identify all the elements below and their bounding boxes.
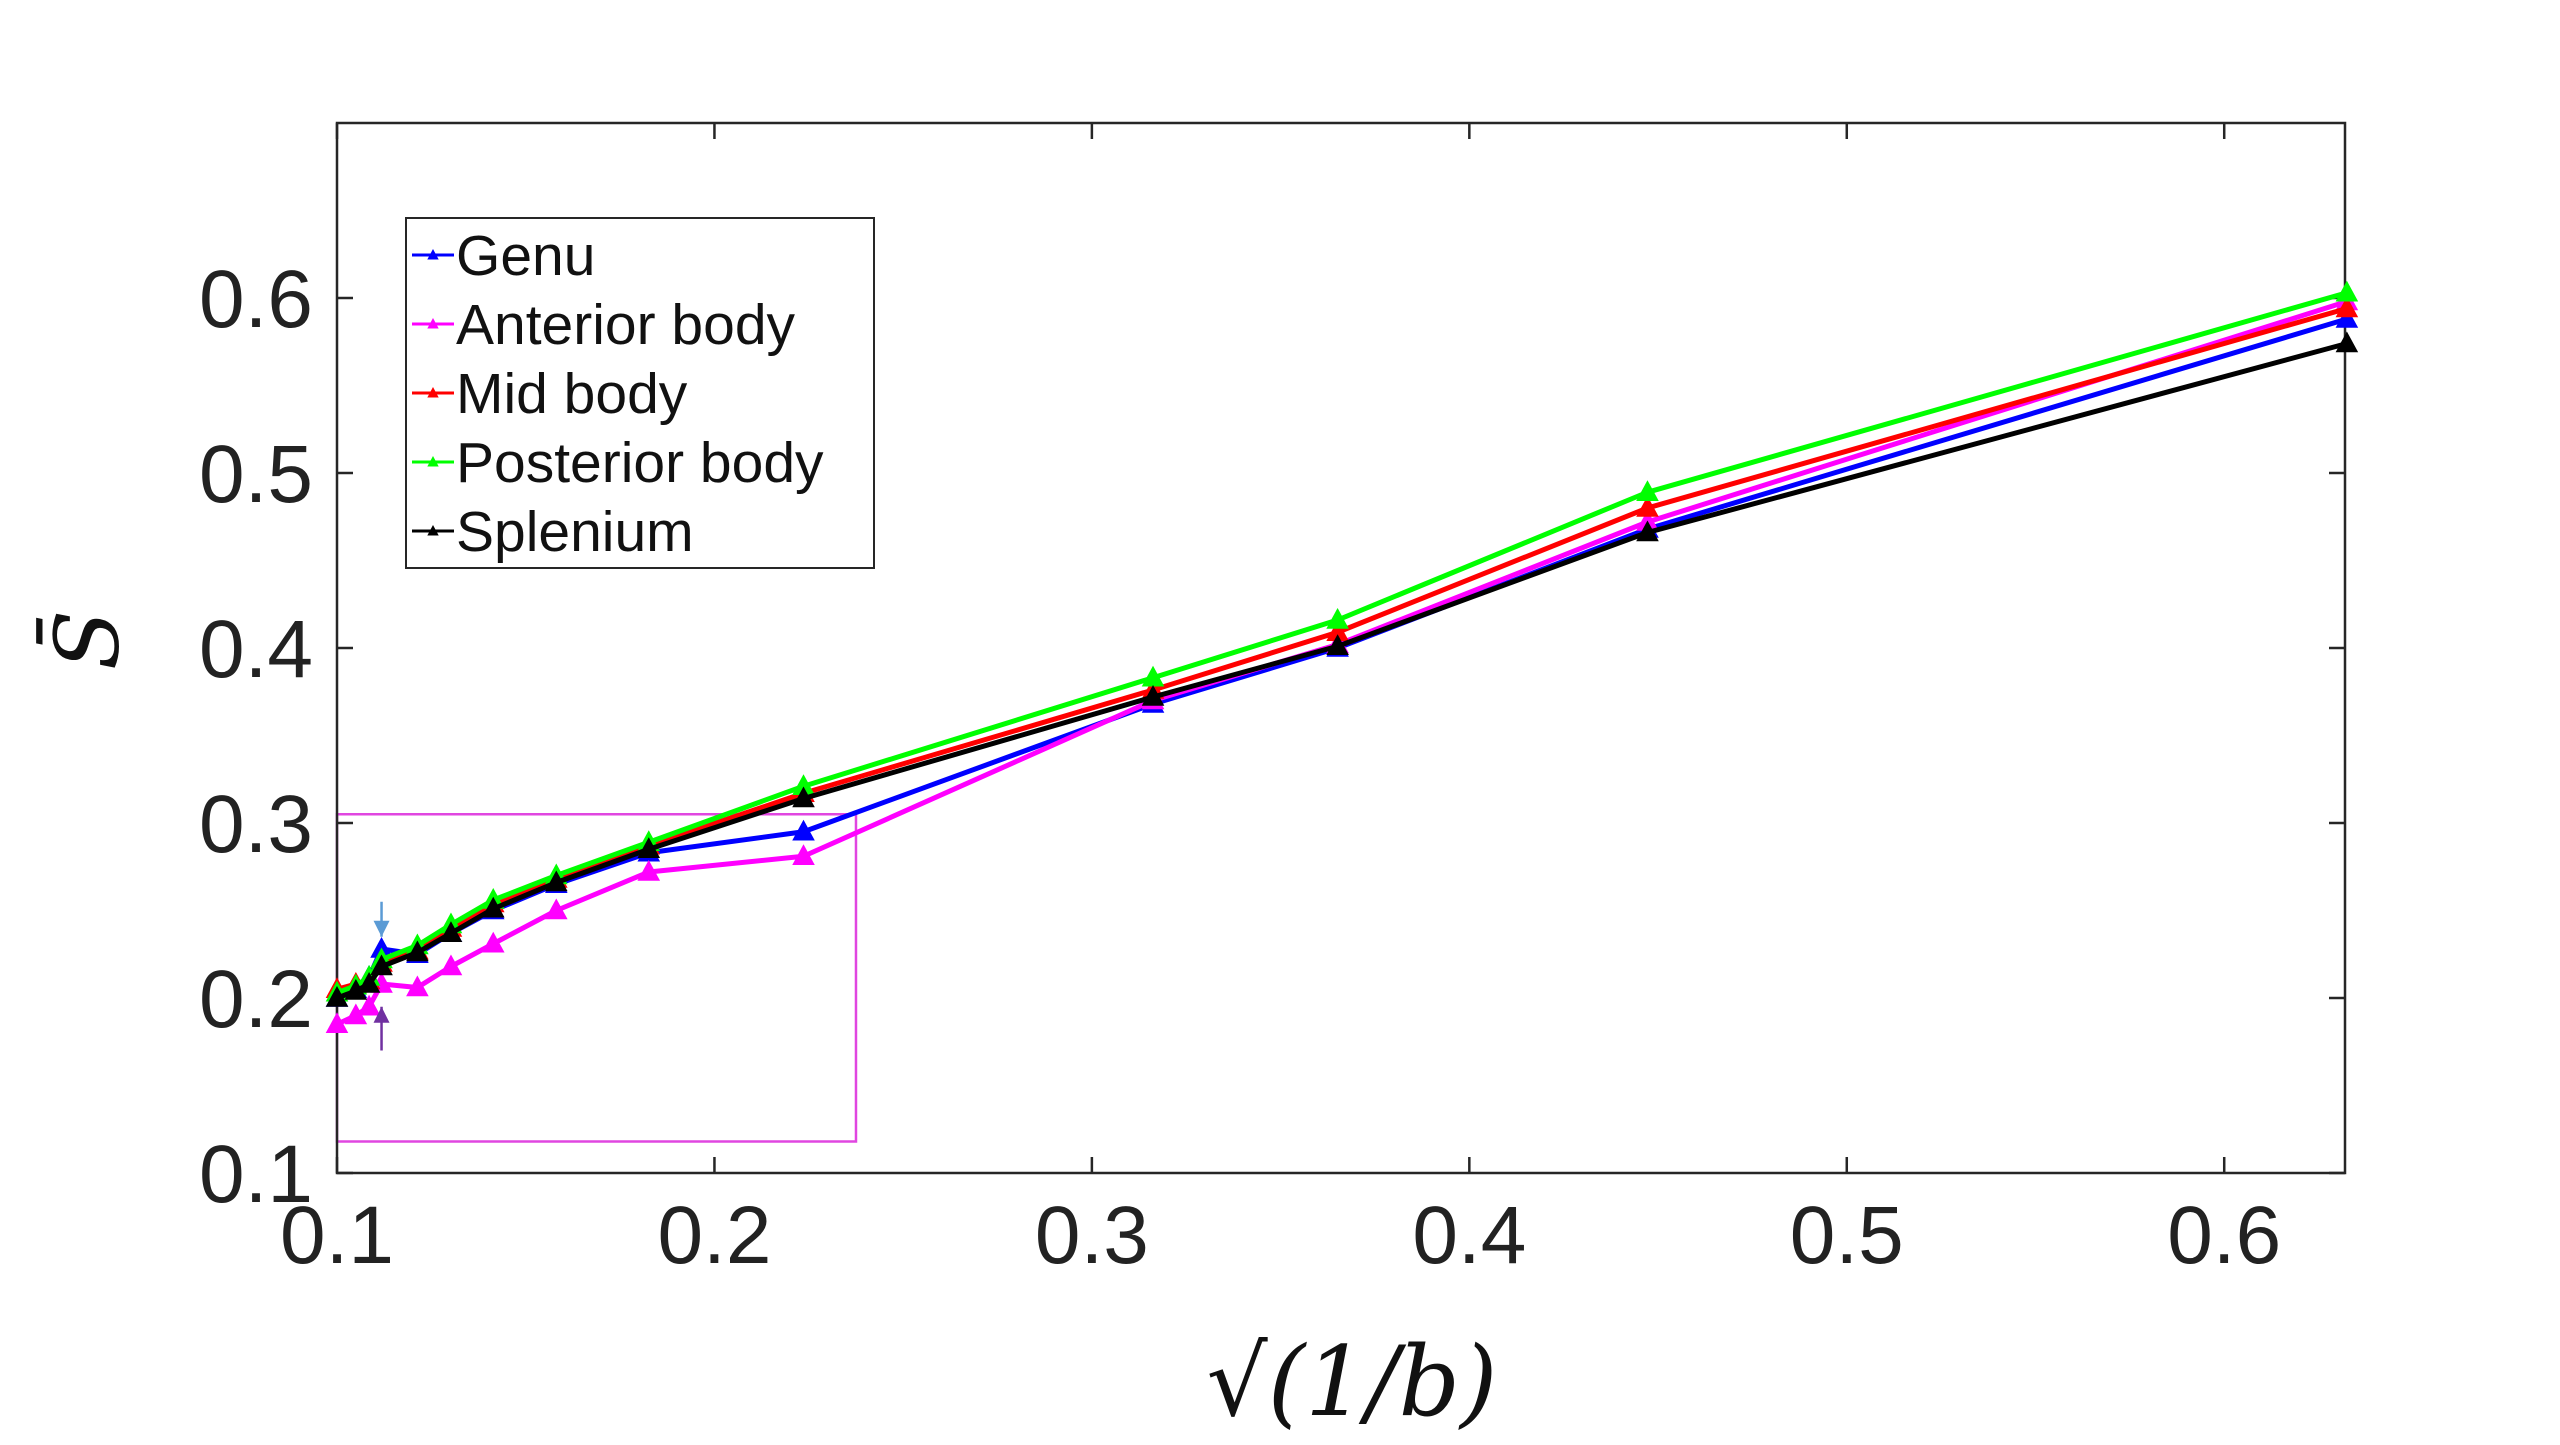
data-point-mid-body xyxy=(1636,495,1659,517)
x-tick-label: 0.5 xyxy=(1790,1190,1904,1281)
y-tick-label: 0.2 xyxy=(199,954,313,1045)
y-tick-label: 0.3 xyxy=(199,779,313,870)
data-point-mid-body xyxy=(2335,296,2359,318)
data-point-splenium xyxy=(406,940,429,962)
data-point-posterior-body xyxy=(2335,280,2359,302)
data-point-splenium xyxy=(370,954,393,976)
legend-marker-mid-body xyxy=(427,387,439,398)
y-tick-label: 0.6 xyxy=(199,254,313,345)
y-tick-label: 0.1 xyxy=(199,1129,313,1220)
legend-marker-genu xyxy=(427,249,439,260)
data-point-anterior-body xyxy=(637,859,661,881)
data-point-splenium xyxy=(1636,520,1659,542)
legend-marker-splenium xyxy=(427,525,439,536)
legend-label-mid-body: Mid body xyxy=(456,362,688,426)
data-point-anterior-body xyxy=(325,1012,349,1033)
data-point-genu xyxy=(2335,306,2359,328)
data-point-genu xyxy=(792,819,815,841)
legend-marker-posterior-body xyxy=(427,456,439,467)
data-point-anterior-body xyxy=(406,975,429,997)
data-point-splenium xyxy=(1141,684,1165,706)
legend-label-genu: Genu xyxy=(456,224,595,288)
data-point-splenium xyxy=(439,921,463,942)
y-tick-label: 0.5 xyxy=(199,429,313,520)
data-point-splenium xyxy=(637,837,661,858)
data-point-splenium xyxy=(792,786,815,808)
series-splenium xyxy=(325,331,2359,1007)
x-tick-label: 0.4 xyxy=(1412,1190,1526,1281)
data-point-anterior-body xyxy=(481,931,505,953)
data-point-posterior-body xyxy=(1636,480,1659,501)
data-point-anterior-body xyxy=(439,954,463,976)
data-point-splenium xyxy=(545,870,568,892)
data-point-splenium xyxy=(325,985,349,1007)
legend-box xyxy=(405,217,875,569)
x-tick-label: 0.1 xyxy=(280,1190,394,1281)
data-point-anterior-body xyxy=(792,844,815,865)
annotation-arrow-head xyxy=(373,1006,390,1023)
legend-marker-anterior-body xyxy=(427,318,439,329)
y-axis-title: S̄ xyxy=(36,610,139,670)
legend-label-splenium: Splenium xyxy=(456,500,694,564)
x-tick-label: 0.3 xyxy=(1035,1190,1149,1281)
x-axis-title: √(1/b) xyxy=(1207,1326,1498,1438)
data-point-splenium xyxy=(1326,634,1349,655)
x-tick-label: 0.2 xyxy=(657,1190,771,1281)
legend-label-posterior-body: Posterior body xyxy=(456,431,824,495)
data-point-splenium xyxy=(357,971,381,993)
data-point-anterior-body xyxy=(357,994,381,1016)
data-point-splenium xyxy=(481,896,505,918)
x-tick-label: 0.6 xyxy=(2167,1190,2281,1281)
legend-label-anterior-body: Anterior body xyxy=(456,293,796,357)
data-point-anterior-body xyxy=(545,898,568,920)
y-tick-label: 0.4 xyxy=(199,604,313,695)
data-point-posterior-body xyxy=(1326,607,1349,629)
data-point-splenium xyxy=(2335,331,2359,353)
annotation-arrow-head xyxy=(373,920,390,937)
